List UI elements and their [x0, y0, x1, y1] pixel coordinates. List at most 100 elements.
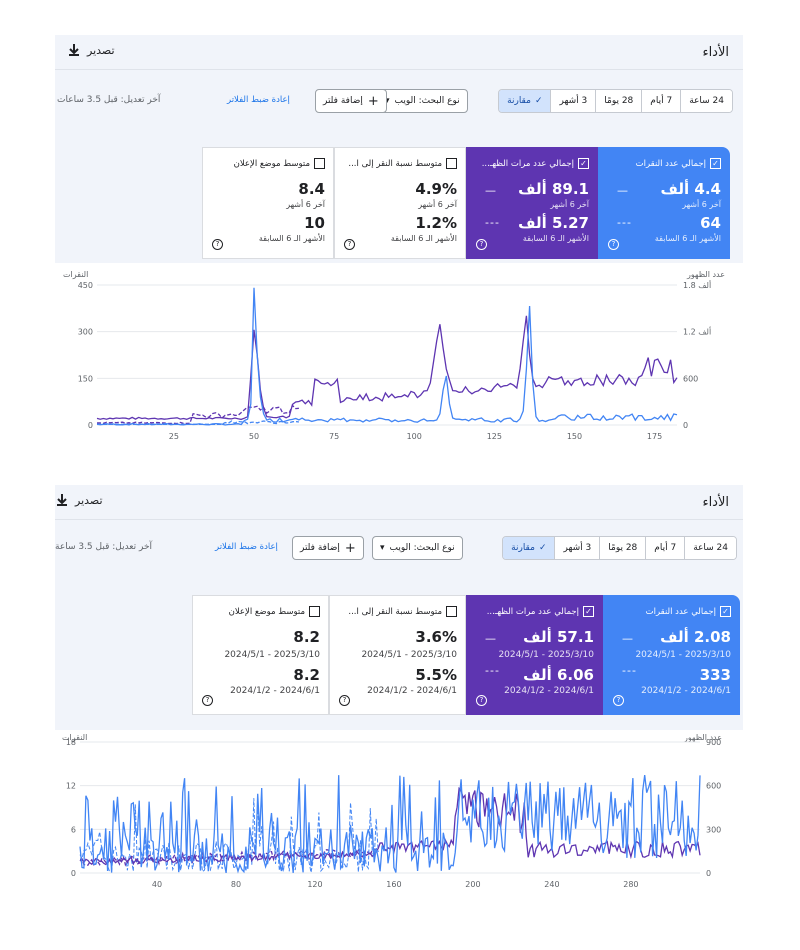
download-icon	[57, 494, 67, 506]
add-filter-label: إضافة فلتر	[300, 543, 340, 553]
solid-line-legend: —	[617, 184, 629, 197]
y-right-tick: 1.8 ألف	[683, 280, 711, 290]
export-button[interactable]: تصدير	[55, 493, 103, 507]
checkbox-checked[interactable]: ✓	[583, 606, 594, 617]
metric-card-impressions[interactable]: ✓ إجمالي عدد مرات الظهـ... 89.1 ألف آخر 6…	[466, 147, 598, 259]
search-type-dropdown[interactable]: ▾ نوع البحث: الويب	[377, 89, 468, 113]
metric-card-position[interactable]: متوسط موضع الإعلان 8.2 2025/3/10 - 2024/…	[192, 595, 329, 715]
help-icon[interactable]: ?	[608, 239, 619, 250]
performance-panel-2: الأداء تصدير 24 ساعة 7 أيام 28 يومًا 3 أ…	[0, 485, 743, 895]
clicks-line	[79, 775, 701, 874]
check-icon: ✓	[538, 543, 547, 553]
card-value-current: 2.08 ألف	[660, 628, 731, 646]
performance-chart[interactable]: النقرات عدد الظهور 18 900 12 600 6 300 0 0 40 80 1…	[0, 730, 743, 895]
last-updated: آخر تعديل: قبل 3.5 ساعات	[57, 95, 161, 105]
card-value-current: 89.1 ألف	[518, 180, 589, 198]
y-left-tick: 0	[88, 421, 93, 430]
search-type-dropdown[interactable]: ▾ نوع البحث: الويب	[372, 536, 463, 560]
reset-filters-link[interactable]: إعادة ضبط الفلاتر	[227, 95, 290, 105]
card-value-current: 8.4	[298, 180, 325, 198]
card-period-current: 2025/3/10 - 2024/5/1	[635, 650, 731, 660]
checkbox-unchecked[interactable]	[314, 158, 325, 169]
metric-card-ctr[interactable]: متوسط نسبة النقر إلى ا... 3.6% 2025/3/10…	[329, 595, 466, 715]
metric-card-clicks[interactable]: ✓ إجمالي عدد النقرات 2.08 ألف 2025/3/10 -…	[603, 595, 740, 715]
panel-title: الأداء	[702, 495, 729, 510]
card-period-current: آخر 6 أشهر	[418, 200, 457, 209]
card-period-previous: 2024/6/1 - 2024/1/2	[367, 686, 457, 696]
date-range-selector: 24 ساعة 7 أيام 28 يومًا 3 أشهر ✓ مقارنة	[502, 536, 737, 560]
search-type-label: نوع البحث: الويب	[389, 543, 455, 553]
reset-filters-link[interactable]: إعادة ضبط الفلاتر	[215, 542, 278, 552]
range-24h[interactable]: 24 ساعة	[684, 537, 736, 559]
x-tick: 40	[152, 880, 162, 889]
metric-card-ctr[interactable]: متوسط نسبة النقر إلى ا... 4.9% آخر 6 أشه…	[334, 147, 466, 259]
card-value-current: 57.1 ألف	[523, 628, 594, 646]
card-period-previous: 2024/6/1 - 2024/1/2	[504, 686, 594, 696]
compare-label: مقارنة	[507, 96, 531, 106]
card-value-previous: 64	[700, 214, 721, 232]
range-7d[interactable]: 7 أيام	[641, 90, 681, 112]
help-icon[interactable]: ?	[202, 695, 213, 706]
range-7d[interactable]: 7 أيام	[645, 537, 685, 559]
left-axis-title: النقرات	[62, 733, 87, 742]
y-left-tick: 6	[71, 825, 76, 834]
checkbox-checked[interactable]: ✓	[710, 158, 721, 169]
compare-button[interactable]: ✓ مقارنة	[499, 90, 551, 112]
checkbox-unchecked[interactable]	[446, 158, 457, 169]
help-icon[interactable]: ?	[344, 239, 355, 250]
card-period-current: آخر 6 أشهر	[682, 200, 721, 209]
range-28d[interactable]: 28 يومًا	[595, 90, 642, 112]
help-icon[interactable]: ?	[613, 695, 624, 706]
right-axis-title: عدد الظهور	[686, 270, 725, 279]
card-period-previous: 2024/6/1 - 2024/1/2	[230, 686, 320, 696]
add-filter-label: إضافة فلتر	[323, 96, 363, 106]
card-label: متوسط نسبة النقر إلى ا...	[348, 158, 442, 169]
checkbox-unchecked[interactable]	[309, 606, 320, 617]
checkbox-unchecked[interactable]	[446, 606, 457, 617]
chart-area: النقرات عدد الظهور 450 1.8 ألف 300 1.2 ألف 1…	[55, 263, 743, 455]
help-icon[interactable]: ?	[339, 695, 350, 706]
range-24h[interactable]: 24 ساعة	[680, 90, 732, 112]
plus-icon: +	[344, 540, 356, 556]
metric-card-clicks[interactable]: ✓ إجمالي عدد النقرات 4.4 ألف آخر 6 أشهر 6…	[598, 147, 730, 259]
x-tick: 75	[329, 432, 339, 441]
date-range-selector: 24 ساعة 7 أيام 28 يومًا 3 أشهر ✓ مقارنة	[498, 89, 733, 113]
x-tick: 200	[465, 880, 480, 889]
card-period-previous: الأشهر الـ 6 السابقة	[522, 234, 589, 243]
checkbox-checked[interactable]: ✓	[720, 606, 731, 617]
compare-button[interactable]: ✓ مقارنة	[503, 537, 555, 559]
solid-line-legend: —	[485, 184, 497, 197]
solid-line-legend: —	[622, 632, 634, 645]
add-filter-button[interactable]: إضافة فلتر +	[292, 536, 364, 560]
y-right-tick: 600	[706, 782, 721, 791]
card-period-previous: 2024/6/1 - 2024/1/2	[641, 686, 731, 696]
x-tick: 280	[623, 880, 638, 889]
solid-line-legend: —	[485, 632, 497, 645]
metric-card-position[interactable]: متوسط موضع الإعلان 8.4 آخر 6 أشهر 10 الأ…	[202, 147, 334, 259]
metric-card-impressions[interactable]: ✓ إجمالي عدد مرات الظهـ... 57.1 ألف 2025/…	[466, 595, 603, 715]
card-label: إجمالي عدد النقرات	[635, 158, 706, 169]
help-icon[interactable]: ?	[476, 239, 487, 250]
chart-area: النقرات عدد الظهور 18 900 12 600 6 300 0 0 40 80 1…	[0, 730, 743, 895]
export-button[interactable]: تصدير	[67, 43, 115, 57]
help-icon[interactable]: ?	[476, 695, 487, 706]
dashed-line-legend: ---	[485, 664, 500, 677]
x-tick: 25	[169, 432, 179, 441]
y-left-tick: 0	[71, 869, 76, 878]
card-value-previous: 5.27 ألف	[518, 214, 589, 232]
metric-cards: ✓ إجمالي عدد النقرات 2.08 ألف 2025/3/10 -…	[192, 595, 740, 715]
left-axis-title: النقرات	[63, 270, 88, 279]
add-filter-button[interactable]: إضافة فلتر +	[315, 89, 387, 113]
range-3m[interactable]: 3 أشهر	[550, 90, 596, 112]
checkbox-checked[interactable]: ✓	[578, 158, 589, 169]
card-value-previous: 10	[304, 214, 325, 232]
y-right-tick: 300	[706, 825, 721, 834]
range-3m[interactable]: 3 أشهر	[554, 537, 600, 559]
card-value-previous: 5.5%	[415, 666, 457, 684]
performance-chart[interactable]: النقرات عدد الظهور 450 1.8 ألف 300 1.2 ألف 1…	[55, 263, 743, 455]
range-28d[interactable]: 28 يومًا	[599, 537, 646, 559]
check-icon: ✓	[534, 96, 543, 106]
search-type-label: نوع البحث: الويب	[394, 96, 460, 106]
help-icon[interactable]: ?	[212, 239, 223, 250]
x-tick: 80	[231, 880, 241, 889]
